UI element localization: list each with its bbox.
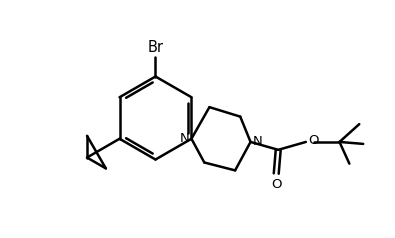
Text: O: O: [308, 134, 318, 147]
Text: Br: Br: [147, 40, 164, 55]
Text: N: N: [252, 135, 262, 149]
Text: O: O: [271, 178, 282, 190]
Text: N: N: [180, 132, 190, 145]
